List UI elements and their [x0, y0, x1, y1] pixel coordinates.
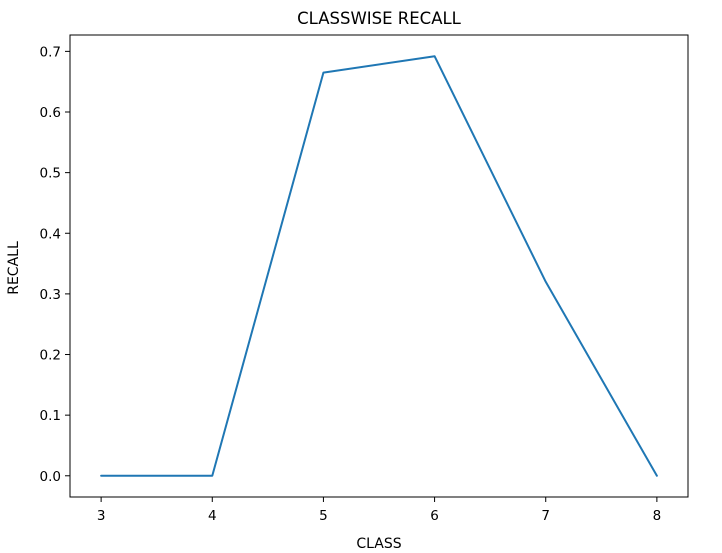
axes-frame: [69, 34, 689, 498]
series-line-0: [100, 55, 658, 477]
plot-area: 3 4 5 6 7 8 0.0 0.1 0.2 0.3 0.4 0.5 0.6 0.7: [40, 34, 689, 524]
y-tick-label-7: 0.7: [40, 44, 61, 60]
x-tick-label-5: 8: [653, 508, 662, 524]
y-tick-label-3: 0.3: [40, 287, 61, 303]
x-tick-label-0: 3: [97, 508, 106, 524]
y-axis-label: RECALL: [6, 241, 22, 295]
y-tick-label-6: 0.6: [40, 105, 61, 121]
y-tick-label-1: 0.1: [40, 408, 61, 424]
x-tick-label-4: 7: [541, 508, 550, 524]
y-tick-label-4: 0.4: [40, 226, 61, 242]
x-tick-label-1: 4: [208, 508, 217, 524]
y-tick-label-0: 0.0: [40, 469, 61, 485]
x-tick-label-2: 5: [319, 508, 328, 524]
y-tick-label-2: 0.2: [40, 348, 61, 364]
x-tick-label-3: 6: [430, 508, 439, 524]
x-axis-label: CLASS: [356, 536, 401, 552]
chart-title: CLASSWISE RECALL: [297, 9, 462, 28]
y-tick-label-5: 0.5: [40, 166, 61, 182]
